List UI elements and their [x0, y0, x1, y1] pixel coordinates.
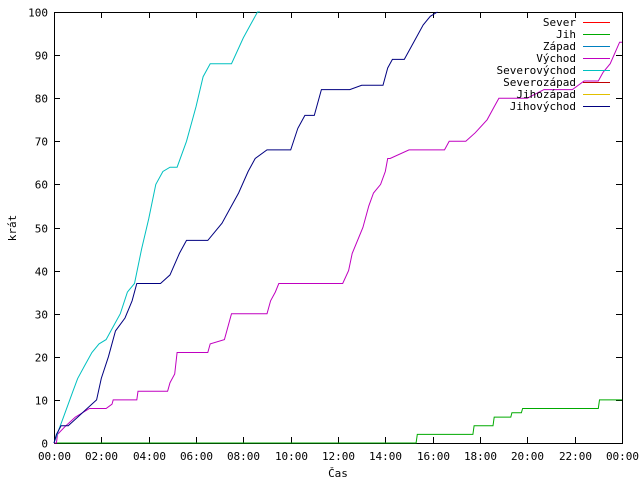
y-tick-label: 90	[35, 50, 48, 63]
legend-label: Sever	[543, 16, 576, 29]
series-line-jih	[54, 399, 622, 444]
x-tick-label: 08:00	[227, 450, 260, 463]
x-tick-label: 00:00	[606, 450, 639, 463]
y-tick-label: 10	[35, 395, 48, 408]
x-tick-label: 02:00	[85, 450, 118, 463]
x-tick-label: 16:00	[417, 450, 450, 463]
legend-label: Západ	[543, 40, 576, 53]
y-tick-label: 80	[35, 93, 48, 106]
legend-label: Jihovýchod	[510, 100, 576, 113]
x-axis-ticks: 00:00 02:00 04:00 06:00 08:00 10:00 12:00 14:00…	[38, 12, 639, 463]
legend-label: Východ	[536, 52, 576, 65]
x-tick-label: 06:00	[180, 450, 213, 463]
legend-label: Severozápad	[503, 76, 576, 89]
series-line-východ	[54, 41, 622, 444]
x-tick-label: 12:00	[322, 450, 355, 463]
legend-label: Jihozápad	[516, 88, 576, 101]
x-tick-label: 00:00	[38, 450, 71, 463]
x-tick-label: 10:00	[275, 450, 308, 463]
legend-label: Jih	[556, 28, 576, 41]
series-lines	[53, 11, 622, 444]
y-tick-label: 50	[35, 223, 48, 236]
x-tick-label: 04:00	[133, 450, 166, 463]
legend: SeverJihZápadVýchodSeverovýchodSeverozáp…	[497, 16, 610, 113]
y-axis-label: krát	[6, 215, 19, 242]
y-tick-label: 70	[35, 136, 48, 149]
y-tick-label: 0	[41, 438, 48, 451]
x-tick-label: 14:00	[369, 450, 402, 463]
legend-label: Severovýchod	[497, 64, 576, 77]
x-tick-label: 22:00	[559, 450, 592, 463]
y-tick-label: 40	[35, 266, 48, 279]
x-tick-label: 18:00	[464, 450, 497, 463]
x-tick-label: 20:00	[511, 450, 544, 463]
series-line-severovýchod	[53, 11, 260, 444]
y-tick-label: 100	[28, 7, 48, 20]
y-axis-ticks: 0 10 20 30 40 50 60 70 80 90 100	[28, 7, 622, 451]
y-tick-label: 20	[35, 352, 48, 365]
y-tick-label: 60	[35, 179, 48, 192]
y-tick-label: 30	[35, 309, 48, 322]
x-axis-label: Čas	[328, 467, 348, 480]
series-line-jihovýchod	[53, 11, 438, 444]
